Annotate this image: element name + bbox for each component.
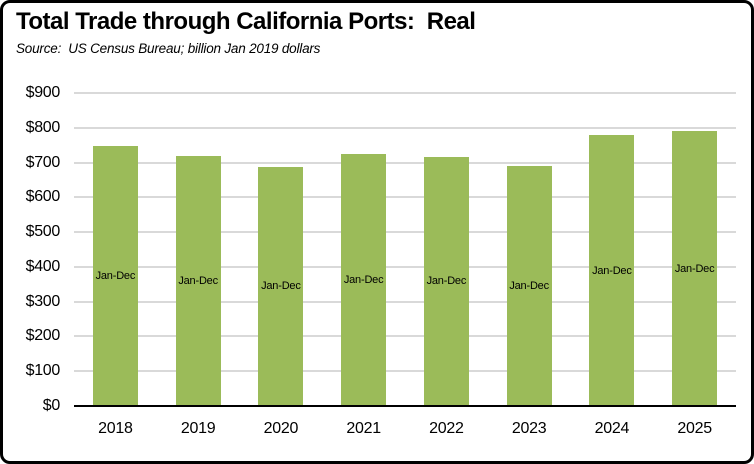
gridline-400 xyxy=(74,265,736,268)
bar-slot-2021: Jan-Dec xyxy=(322,93,405,406)
y-axis-tick-label: $400 xyxy=(25,257,61,275)
x-axis-category-label: 2019 xyxy=(180,420,216,437)
bar-2020: Jan-Dec xyxy=(258,166,304,406)
bar-data-label: Jan-Dec xyxy=(343,274,384,287)
bar-data-label: Jan-Dec xyxy=(509,280,549,293)
y-axis-tick-label: $300 xyxy=(25,292,61,310)
gridline-300 xyxy=(74,300,736,303)
x-axis-category-label: 2022 xyxy=(429,420,464,437)
gridline-200 xyxy=(74,335,736,338)
x-axis-category-label: 2023 xyxy=(511,420,547,437)
y-axis-tick-label: $700 xyxy=(25,153,61,171)
bar-2018: Jan-Dec xyxy=(92,145,138,406)
bar-data-label: Jan-Dec xyxy=(178,274,218,287)
gridline-600 xyxy=(74,196,736,199)
bar-2019: Jan-Dec xyxy=(175,155,221,406)
bar-slot-2018: Jan-Dec xyxy=(74,93,157,406)
y-axis-tick-label: $200 xyxy=(25,327,61,345)
chart-title: Total Trade through California Ports: Re… xyxy=(16,8,476,35)
bar-slot-2023: Jan-Dec xyxy=(488,93,571,406)
x-axis-category-label: 2021 xyxy=(346,420,381,437)
bar-2022: Jan-Dec xyxy=(423,156,469,406)
bar-data-label: Jan-Dec xyxy=(426,275,467,288)
bar-series: Jan-Dec Jan-Dec Jan-Dec Jan-Dec Jan-Dec Jan-D… xyxy=(74,93,736,406)
bar-2023: Jan-Dec xyxy=(506,166,552,406)
x-axis-category-label: 2018 xyxy=(98,420,133,437)
bar-slot-2025: Jan-Dec xyxy=(653,93,736,406)
y-axis: $0 $100 $200 $300 $400 $500 $600 $700 $800 $900 xyxy=(3,84,61,414)
bar-data-label: Jan-Dec xyxy=(261,280,301,293)
y-axis-tick-label: $900 xyxy=(25,84,61,101)
x-axis-line xyxy=(74,405,736,407)
gridline-100 xyxy=(74,370,736,373)
bar-slot-2020: Jan-Dec xyxy=(240,93,323,406)
x-axis-category-label: 2024 xyxy=(594,420,630,437)
bar-2021: Jan-Dec xyxy=(341,154,387,406)
y-axis-tick-label: $800 xyxy=(25,118,61,136)
y-axis-tick-label: $500 xyxy=(25,223,61,241)
x-axis-category-label: 2020 xyxy=(263,420,299,437)
gridline-800 xyxy=(74,126,736,129)
bar-slot-2022: Jan-Dec xyxy=(405,93,488,406)
y-axis-tick-label: $0 xyxy=(42,397,61,414)
bar-slot-2019: Jan-Dec xyxy=(157,93,240,406)
x-axis-category-label: 2025 xyxy=(677,420,712,437)
chart-source-note: Source: US Census Bureau; billion Jan 20… xyxy=(16,41,321,56)
bar-2024: Jan-Dec xyxy=(589,135,635,406)
bar-2025: Jan-Dec xyxy=(672,131,718,406)
gridline-900 xyxy=(74,92,736,94)
y-axis-tick-label: $100 xyxy=(25,362,61,380)
bar-data-label: Jan-Dec xyxy=(674,262,715,275)
plot-area: Jan-Dec Jan-Dec Jan-Dec Jan-Dec Jan-Dec Jan-D… xyxy=(74,92,736,406)
y-axis-tick-label: $600 xyxy=(25,188,61,206)
bar-data-label: Jan-Dec xyxy=(95,269,136,282)
gridline-700 xyxy=(74,161,736,164)
gridline-500 xyxy=(74,231,736,234)
bar-data-label: Jan-Dec xyxy=(592,264,632,277)
x-axis: 2018 2019 2020 2021 2022 2023 2024 2025 xyxy=(74,407,736,438)
bar-slot-2024: Jan-Dec xyxy=(571,93,654,406)
